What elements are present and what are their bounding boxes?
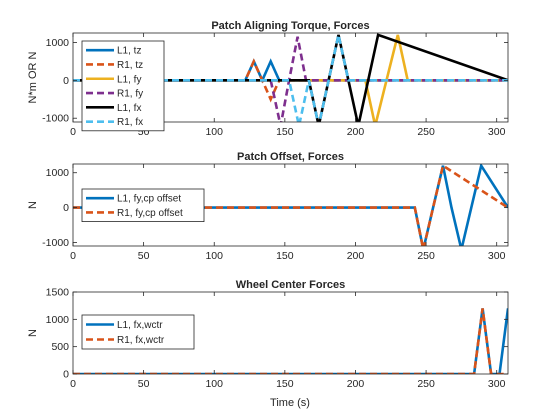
figure-xlabel: Time (s) bbox=[270, 397, 310, 409]
y-tick-label: 0 bbox=[63, 75, 69, 87]
x-tick-label: 200 bbox=[347, 250, 365, 262]
legend-entry: R1, fy,cp offset bbox=[117, 208, 183, 219]
y-axis-label: N*m OR N bbox=[27, 51, 39, 103]
axes-box bbox=[72, 163, 509, 247]
series-line bbox=[73, 308, 508, 374]
legend-entry: R1, fx,wctr bbox=[117, 335, 165, 346]
x-tick-label: 150 bbox=[276, 250, 294, 262]
subplot-3: 0 50 100 150 200 250 300 0 500 1000 1500 Wheel Cent… bbox=[27, 279, 509, 390]
y-tick-label: 0 bbox=[63, 202, 69, 214]
y-tick-label: -1000 bbox=[42, 113, 69, 125]
legend-entry: L1, fx,wctr bbox=[117, 320, 163, 331]
y-axis-label: N bbox=[27, 329, 39, 337]
y-tick-label: 1000 bbox=[46, 314, 70, 326]
x-tick-label: 100 bbox=[205, 250, 223, 262]
y-axis-label: N bbox=[27, 201, 39, 209]
x-tick-label: 300 bbox=[488, 126, 506, 138]
y-tick-label: 1000 bbox=[46, 37, 70, 49]
legend: L1, tz R1, tz L1, fy R1, fy L1, fx R1, fx bbox=[81, 40, 165, 132]
x-tick-label: 100 bbox=[205, 126, 223, 138]
x-tick-label: 0 bbox=[70, 250, 76, 262]
legend: L1, fx,wctr R1, fx,wctr bbox=[81, 314, 195, 350]
legend-entry: L1, fy bbox=[117, 74, 141, 85]
y-tick-label: -1000 bbox=[42, 237, 69, 249]
x-tick-label: 100 bbox=[205, 378, 223, 390]
legend-box bbox=[81, 40, 165, 132]
legend-entry: L1, fy,cp offset bbox=[117, 194, 181, 205]
series-line bbox=[73, 34, 508, 122]
y-tick-label: 500 bbox=[51, 341, 69, 353]
x-tick-label: 150 bbox=[276, 378, 294, 390]
legend-entry: R1, tz bbox=[117, 60, 143, 71]
series-group bbox=[73, 33, 508, 122]
x-tick-label: 250 bbox=[417, 126, 435, 138]
x-tick-label: 300 bbox=[488, 250, 506, 262]
series-group bbox=[73, 308, 508, 374]
legend-entry: L1, fx bbox=[117, 103, 141, 114]
x-tick-label: 50 bbox=[138, 126, 150, 138]
y-tick-label: 0 bbox=[63, 369, 69, 381]
axes-box bbox=[72, 291, 509, 375]
legend-box bbox=[81, 188, 205, 222]
axes-box bbox=[72, 32, 509, 123]
x-tick-label: 150 bbox=[276, 126, 294, 138]
series-group bbox=[73, 164, 508, 246]
y-tick-label: 1500 bbox=[46, 287, 70, 299]
chart-title: Patch Offset, Forces bbox=[237, 151, 344, 163]
x-tick-label: 50 bbox=[138, 250, 150, 262]
legend-entry: R1, fy bbox=[117, 89, 143, 100]
x-tick-label: 200 bbox=[347, 378, 365, 390]
x-tick-label: 250 bbox=[417, 378, 435, 390]
legend-box bbox=[81, 314, 195, 350]
x-tick-label: 250 bbox=[417, 250, 435, 262]
x-tick-label: 50 bbox=[138, 378, 150, 390]
y-tick-label: 1000 bbox=[46, 167, 70, 179]
legend-entry: L1, tz bbox=[117, 46, 141, 57]
x-tick-label: 0 bbox=[70, 378, 76, 390]
x-tick-label: 300 bbox=[488, 378, 506, 390]
chart-title: Patch Aligning Torque, Forces bbox=[211, 20, 369, 32]
legend: L1, fy,cp offset R1, fy,cp offset bbox=[81, 188, 205, 222]
x-tick-label: 200 bbox=[347, 126, 365, 138]
x-tick-label: 0 bbox=[70, 126, 76, 138]
legend-entry: R1, fx bbox=[117, 117, 143, 128]
chart-title: Wheel Center Forces bbox=[236, 279, 345, 291]
